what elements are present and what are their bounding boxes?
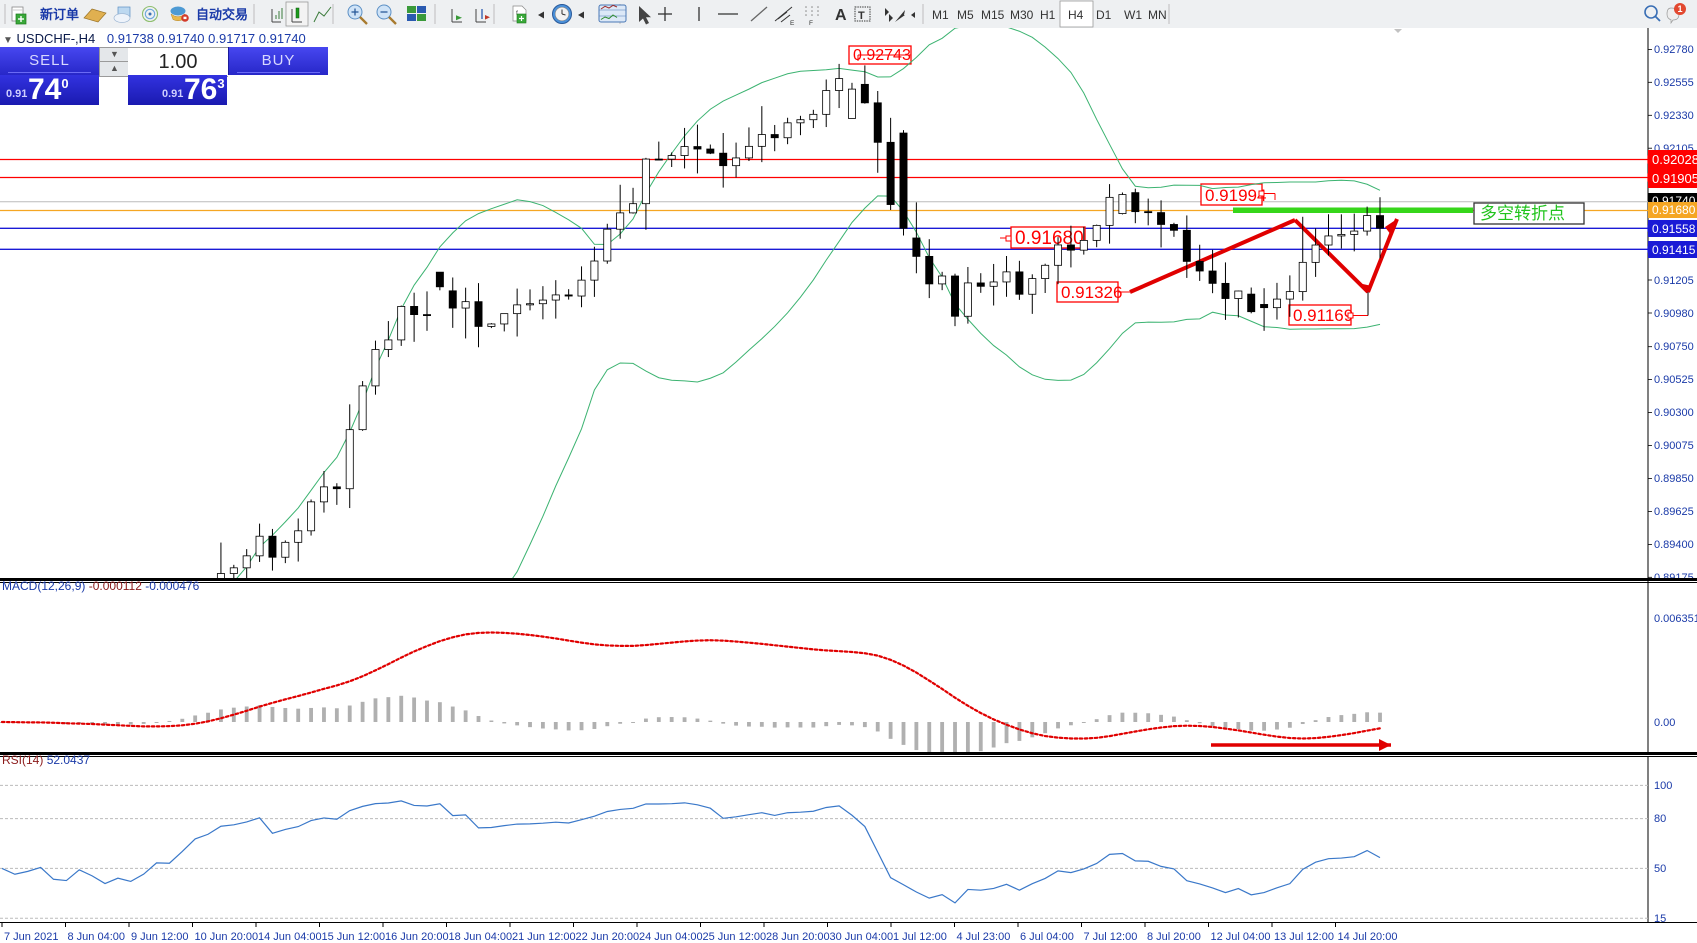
svg-text:6 Jul 04:00: 6 Jul 04:00 xyxy=(1020,931,1074,943)
svg-text:15: 15 xyxy=(1654,913,1666,922)
svg-text:0.92330: 0.92330 xyxy=(1654,110,1694,122)
svg-text:0.91680: 0.91680 xyxy=(1652,203,1696,217)
svg-text:0.92780: 0.92780 xyxy=(1654,44,1694,56)
svg-text:0.91326: 0.91326 xyxy=(1061,283,1122,302)
svg-text:0.90980: 0.90980 xyxy=(1654,308,1694,320)
svg-text:15 Jun 12:00: 15 Jun 12:00 xyxy=(322,931,386,943)
svg-text:1: 1 xyxy=(1677,4,1682,14)
svg-text:自动交易: 自动交易 xyxy=(196,7,248,22)
svg-text:MN: MN xyxy=(1148,8,1167,22)
svg-text:80: 80 xyxy=(1654,813,1666,825)
svg-text:0.91415: 0.91415 xyxy=(1652,243,1696,257)
svg-text:22 Jun 20:00: 22 Jun 20:00 xyxy=(576,931,640,943)
svg-text:1 Jul 12:00: 1 Jul 12:00 xyxy=(893,931,947,943)
svg-text:W1: W1 xyxy=(1124,8,1142,22)
svg-text:30 Jun 04:00: 30 Jun 04:00 xyxy=(830,931,894,943)
svg-text:7 Jun 2021: 7 Jun 2021 xyxy=(4,931,58,943)
svg-text:9 Jun 12:00: 9 Jun 12:00 xyxy=(131,931,189,943)
svg-text:H1: H1 xyxy=(1040,8,1056,22)
svg-text:8 Jun 04:00: 8 Jun 04:00 xyxy=(68,931,126,943)
svg-text:0.91558: 0.91558 xyxy=(1652,222,1696,236)
svg-text:28 Jun 20:00: 28 Jun 20:00 xyxy=(766,931,830,943)
svg-text:16 Jun 20:00: 16 Jun 20:00 xyxy=(385,931,449,943)
svg-text:14 Jul 20:00: 14 Jul 20:00 xyxy=(1338,931,1398,943)
svg-text:0.89850: 0.89850 xyxy=(1654,473,1694,485)
svg-text:F: F xyxy=(809,20,813,27)
svg-text:0.89400: 0.89400 xyxy=(1654,539,1694,551)
svg-text:0.89625: 0.89625 xyxy=(1654,506,1694,518)
svg-text:0.90300: 0.90300 xyxy=(1654,407,1694,419)
svg-text:10 Jun 20:00: 10 Jun 20:00 xyxy=(195,931,259,943)
svg-text:0.006351: 0.006351 xyxy=(1654,613,1697,625)
svg-text:50: 50 xyxy=(1654,863,1666,875)
svg-text:12 Jul 04:00: 12 Jul 04:00 xyxy=(1211,931,1271,943)
svg-text:24 Jun 04:00: 24 Jun 04:00 xyxy=(639,931,703,943)
svg-text:8 Jul 20:00: 8 Jul 20:00 xyxy=(1147,931,1201,943)
svg-text:T: T xyxy=(858,10,865,22)
svg-text:0.91205: 0.91205 xyxy=(1654,275,1694,287)
svg-text:13 Jul 12:00: 13 Jul 12:00 xyxy=(1274,931,1334,943)
svg-text:21 Jun 12:00: 21 Jun 12:00 xyxy=(512,931,576,943)
svg-text:0.90075: 0.90075 xyxy=(1654,440,1694,452)
svg-text:0.91169: 0.91169 xyxy=(1293,306,1353,325)
svg-text:0.00: 0.00 xyxy=(1654,717,1675,729)
svg-text:M5: M5 xyxy=(957,8,974,22)
svg-text:0.90525: 0.90525 xyxy=(1654,374,1694,386)
svg-text:0.90750: 0.90750 xyxy=(1654,341,1694,353)
svg-text:0.92028: 0.92028 xyxy=(1652,152,1697,167)
svg-text:M1: M1 xyxy=(932,8,949,22)
svg-text:E: E xyxy=(790,20,795,27)
svg-text:100: 100 xyxy=(1654,780,1672,792)
svg-text:新订单: 新订单 xyxy=(40,7,79,22)
svg-text:A: A xyxy=(835,7,847,24)
svg-text:25 Jun 12:00: 25 Jun 12:00 xyxy=(703,931,767,943)
svg-text:14 Jun 04:00: 14 Jun 04:00 xyxy=(258,931,322,943)
svg-text:H4: H4 xyxy=(1068,8,1084,22)
svg-text:0.92555: 0.92555 xyxy=(1654,77,1694,89)
svg-text:D1: D1 xyxy=(1096,8,1112,22)
svg-text:0.91905: 0.91905 xyxy=(1652,171,1697,186)
svg-text:4 Jul 23:00: 4 Jul 23:00 xyxy=(957,931,1011,943)
svg-text:18 Jun 04:00: 18 Jun 04:00 xyxy=(449,931,513,943)
svg-text:M30: M30 xyxy=(1010,8,1034,22)
svg-text:7 Jul 12:00: 7 Jul 12:00 xyxy=(1084,931,1138,943)
svg-text:多空转折点: 多空转折点 xyxy=(1480,204,1565,223)
svg-text:M15: M15 xyxy=(981,8,1005,22)
